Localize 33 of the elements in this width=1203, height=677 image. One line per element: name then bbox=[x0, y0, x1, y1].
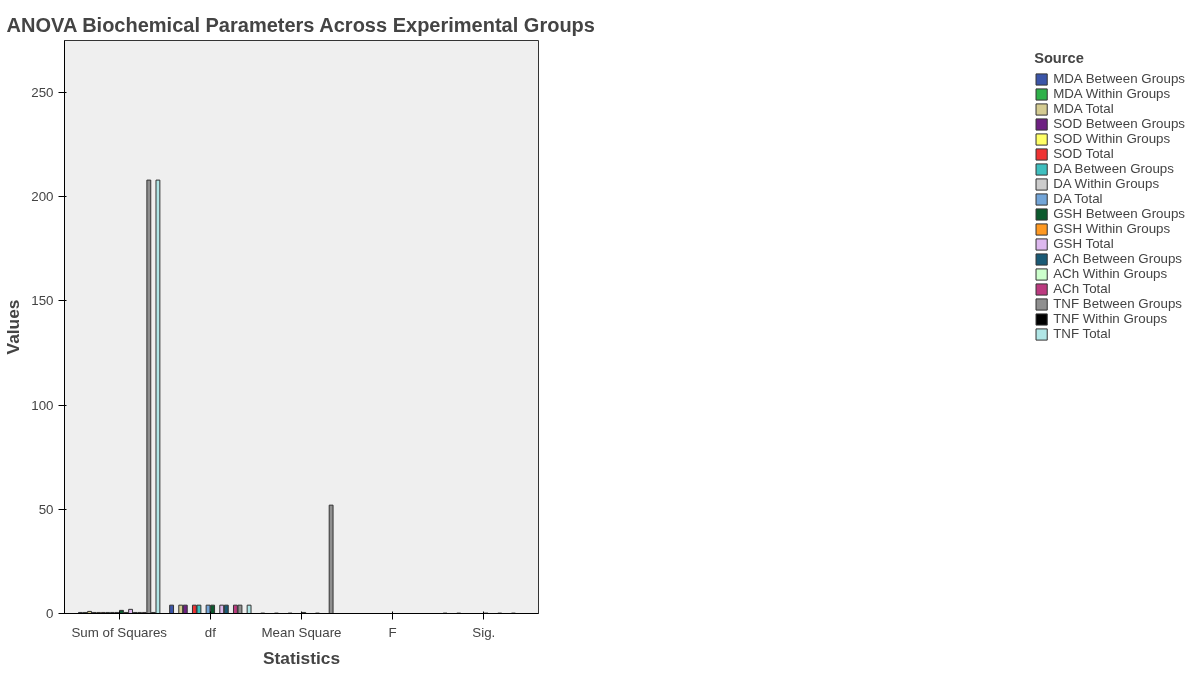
legend-label: ACh Between Groups bbox=[1053, 251, 1183, 266]
x-axis-title: Statistics bbox=[262, 647, 341, 668]
y-tick-label: 0 bbox=[46, 606, 54, 621]
y-axis-title: Values bbox=[3, 299, 24, 355]
x-tick-label: F bbox=[388, 624, 397, 640]
y-tick-label: 150 bbox=[31, 293, 54, 309]
x-tick-label: Mean Square bbox=[261, 624, 342, 640]
y-tick-label: 50 bbox=[38, 501, 54, 517]
legend-label: ACh Total bbox=[1053, 281, 1111, 296]
legend-label: MDA Total bbox=[1053, 101, 1114, 116]
legend-label: TNF Within Groups bbox=[1053, 311, 1168, 326]
legend-label: GSH Within Groups bbox=[1053, 221, 1171, 236]
y-tick-label: 200 bbox=[31, 189, 54, 205]
chart-title: ANOVA Biochemical Parameters Across Experimental Groups bbox=[6, 13, 595, 36]
legend-label: TNF Between Groups bbox=[1053, 296, 1183, 311]
legend-label: MDA Between Groups bbox=[1053, 71, 1185, 86]
legend-label: SOD Between Groups bbox=[1053, 116, 1185, 131]
legend-label: TNF Total bbox=[1053, 326, 1111, 341]
legend-label: ACh Within Groups bbox=[1053, 266, 1168, 281]
x-tick-label: Sum of Squares bbox=[71, 624, 168, 640]
y-tick-label: 100 bbox=[31, 397, 54, 413]
x-tick-label: df bbox=[204, 624, 217, 640]
legend-label: GSH Total bbox=[1053, 236, 1114, 251]
y-tick-label: 250 bbox=[31, 85, 54, 101]
legend-label: GSH Between Groups bbox=[1053, 206, 1185, 221]
x-tick-label: Sig. bbox=[472, 624, 496, 640]
legend-title: Source bbox=[1034, 50, 1085, 66]
legend-label: MDA Within Groups bbox=[1053, 86, 1171, 101]
legend-label: SOD Total bbox=[1053, 146, 1114, 161]
legend-label: SOD Within Groups bbox=[1053, 131, 1171, 146]
legend-label: DA Within Groups bbox=[1053, 176, 1160, 191]
legend-label: DA Total bbox=[1053, 191, 1103, 206]
legend-label: DA Between Groups bbox=[1053, 161, 1174, 176]
